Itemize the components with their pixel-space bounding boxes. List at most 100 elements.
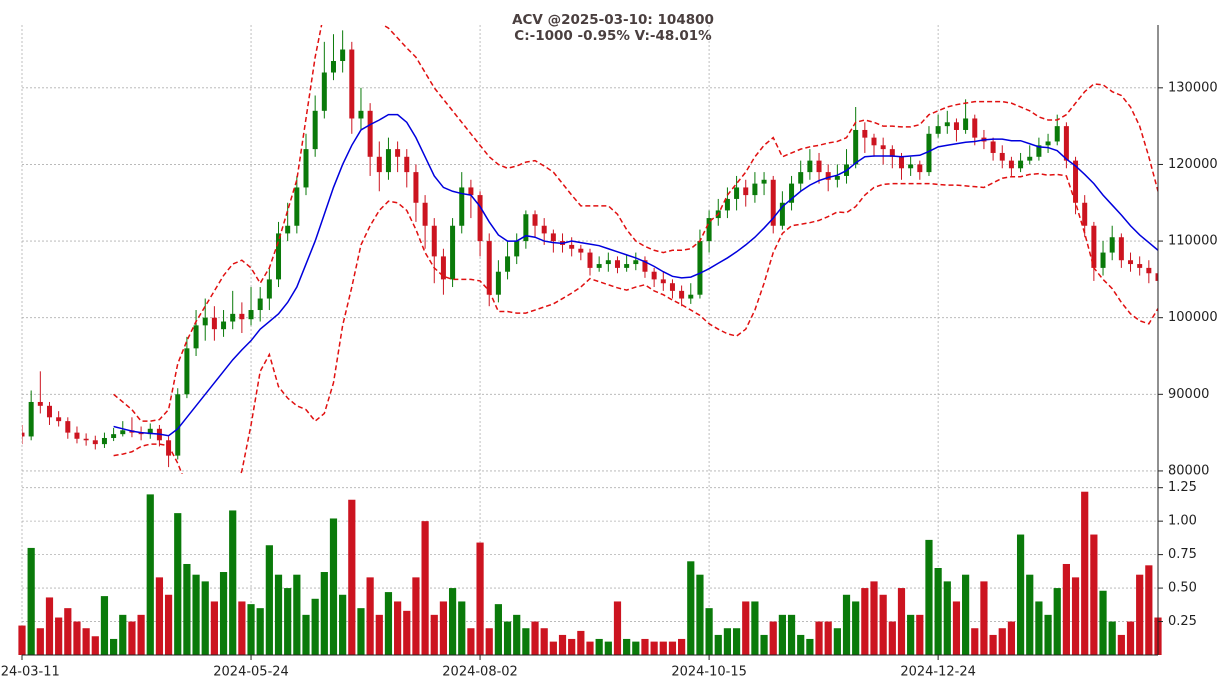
- volume-bar: [55, 617, 63, 655]
- volume-tick-label: 0.75: [1168, 547, 1197, 562]
- candle-body: [789, 183, 795, 203]
- candle-body: [248, 310, 254, 320]
- candle-body: [46, 405, 52, 418]
- candle-body: [266, 279, 272, 299]
- volume-bar: [934, 568, 942, 655]
- candle-body: [642, 260, 648, 272]
- volume-bar: [430, 614, 438, 655]
- candle-body: [1128, 260, 1134, 265]
- upper-band: [113, 25, 1158, 422]
- volume-bar: [861, 588, 869, 655]
- grid-layer: [21, 25, 1158, 655]
- volume-bar: [439, 601, 448, 655]
- volume-bar: [907, 614, 915, 655]
- volume-bar: [540, 628, 548, 655]
- candle-body: [221, 321, 227, 330]
- candle-body: [276, 233, 282, 280]
- candle-body: [880, 145, 886, 150]
- candle-body: [147, 428, 153, 435]
- volume-bar: [229, 510, 237, 655]
- volume-bar: [1044, 614, 1052, 655]
- volume-tick-label: 1.25: [1168, 480, 1197, 495]
- volume-bar: [192, 574, 200, 655]
- candle-body: [926, 133, 932, 173]
- candle-body: [669, 283, 675, 291]
- candle-body: [505, 256, 511, 272]
- volume-bar: [668, 641, 677, 655]
- candle-body: [303, 149, 309, 188]
- candle-body: [578, 248, 584, 253]
- volume-bar: [384, 592, 393, 655]
- candle-body: [330, 61, 336, 73]
- volume-bar: [119, 614, 127, 655]
- volume-bar: [448, 588, 457, 655]
- candle-body: [404, 156, 410, 173]
- chart-subtitle: C:-1000 -0.95% V:-48.01%: [514, 28, 712, 44]
- volume-bar: [1117, 634, 1125, 655]
- volume-bar: [998, 628, 1006, 655]
- volume-bar: [45, 597, 54, 655]
- volume-bar: [659, 641, 667, 655]
- candle-body: [440, 256, 446, 280]
- volume-bar: [522, 628, 530, 655]
- volume-bar: [879, 594, 887, 655]
- volume-bar: [1062, 563, 1070, 655]
- candle-body: [1063, 126, 1069, 161]
- candle-body: [1091, 225, 1097, 268]
- volume-bar: [549, 641, 557, 655]
- volume-bar: [696, 574, 704, 655]
- candle-body: [1073, 160, 1079, 203]
- candle-body: [1137, 264, 1143, 268]
- volume-bar: [742, 601, 750, 655]
- candle-body: [1082, 202, 1088, 226]
- y-tick-label: 130000: [1168, 80, 1218, 95]
- volume-bar: [760, 634, 768, 655]
- candle-body: [999, 152, 1005, 161]
- volume-bar: [613, 601, 622, 655]
- volume-bar: [1145, 565, 1153, 655]
- candle-body: [752, 183, 758, 196]
- candle-body: [889, 149, 895, 157]
- candle-body: [1109, 237, 1115, 253]
- candle-body: [376, 156, 382, 173]
- volume-bar: [778, 614, 786, 655]
- candle-body: [120, 430, 126, 435]
- candle-body: [944, 122, 950, 127]
- candle-body: [816, 160, 822, 173]
- volume-bar: [1071, 577, 1080, 655]
- volume-bar: [897, 588, 906, 655]
- lower-band: [113, 172, 1158, 474]
- y-tick-label: 90000: [1168, 387, 1209, 402]
- candle-body: [211, 317, 217, 330]
- candle-body: [523, 214, 529, 242]
- volume-bar: [265, 545, 273, 655]
- x-tick-label: 2024-12-24: [900, 665, 976, 680]
- volume-bar: [962, 574, 970, 655]
- candle-body: [770, 179, 776, 226]
- volume-bar: [1108, 621, 1116, 655]
- volume-bar: [247, 604, 255, 655]
- volume-bar: [219, 572, 228, 655]
- volume-bar: [604, 641, 612, 655]
- volume-bar: [1090, 534, 1098, 655]
- candle-body: [83, 438, 89, 441]
- volume-tick-label: 0.25: [1168, 614, 1197, 629]
- volume-bar: [1016, 534, 1025, 655]
- candle-body: [798, 172, 804, 184]
- volume-layer: [18, 491, 1162, 655]
- volume-bar: [348, 499, 356, 655]
- candle-body: [605, 260, 611, 265]
- candle-body: [541, 225, 547, 234]
- volume-tick-label: 1.00: [1168, 514, 1197, 529]
- volume-bar: [366, 577, 374, 655]
- candle-body: [1036, 145, 1042, 157]
- candle-body: [285, 225, 291, 234]
- volume-bar: [412, 577, 420, 655]
- volume-bar: [421, 521, 429, 655]
- volume-bar: [1126, 621, 1135, 655]
- volume-bar: [1026, 574, 1034, 655]
- candle-body: [111, 434, 117, 438]
- volume-tick-label: 0.50: [1168, 581, 1197, 596]
- candle-body: [486, 241, 492, 295]
